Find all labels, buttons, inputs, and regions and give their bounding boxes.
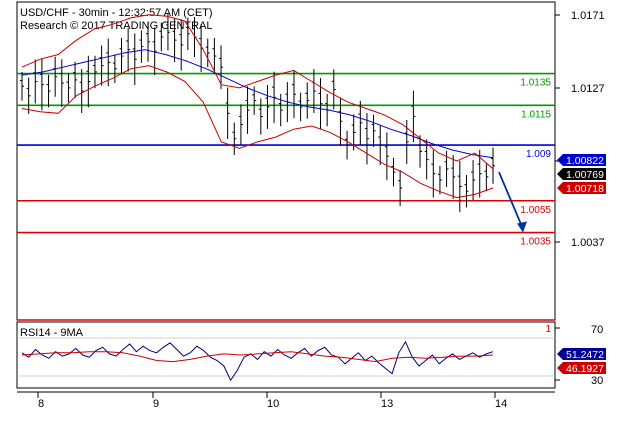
research-credit: Research © 2017 TRADING CENTRAL	[20, 20, 213, 32]
price-tick-label: 1.0037	[571, 237, 605, 249]
price-tick-label: 1.0127	[571, 83, 605, 95]
time-x-axis: 8 9 10 13 14	[37, 392, 507, 410]
rsi-panel-frame	[16, 321, 556, 389]
support-resistance-levels: 1.0135 1.0115 1.009 1.0055 1.0035 1	[17, 72, 555, 335]
level-label: 1	[545, 324, 551, 335]
x-tick-label: 8	[38, 398, 44, 410]
x-tick-label: 10	[267, 398, 279, 410]
symbol-title: USD/CHF - 30min - 12:32:57 AM (CET)	[20, 7, 213, 19]
x-tick-label: 13	[381, 398, 393, 410]
price-tag-box	[557, 168, 606, 180]
price-tag-label: 1.00718	[566, 183, 604, 195]
moving-average-line	[21, 351, 494, 363]
price-tags: 1.00822 1.00769 1.00718 51.2472 46.1927	[557, 154, 606, 375]
level-label: 1.0035	[520, 237, 551, 248]
price-tag-label: 46.1927	[566, 363, 604, 375]
moving-average-line	[21, 49, 494, 159]
x-tick-label: 9	[153, 398, 159, 410]
price-tag-box	[557, 362, 606, 374]
price-tag-label: 1.00822	[566, 155, 604, 167]
price-y-axis: 1.0171 1.0127 1.0082 1.0037	[555, 10, 605, 249]
x-tick-label: 14	[495, 398, 507, 410]
rsi-panel-title: RSI14 - 9MA	[20, 327, 84, 339]
price-tag-box	[557, 348, 606, 360]
rsi-tick-label: 30	[591, 375, 603, 387]
price-tick-label: 1.0171	[571, 10, 605, 22]
price-series	[20, 14, 495, 213]
rsi-line	[21, 340, 494, 382]
level-label: 1.0055	[520, 205, 551, 216]
price-tag-label: 1.00769	[566, 169, 604, 181]
price-tag-box	[557, 154, 606, 166]
level-label: 1.0135	[520, 78, 551, 89]
upper-band-line	[21, 14, 494, 170]
level-label: 1.009	[526, 149, 551, 160]
price-tag-box	[557, 182, 606, 194]
forecast-arrow-head	[517, 221, 527, 233]
price-tag-label: 51.2472	[566, 349, 604, 361]
price-panel-frame	[16, 1, 556, 321]
level-label: 1.0115	[521, 109, 551, 120]
rsi-tick-label: 70	[591, 324, 603, 336]
rsi-series	[21, 340, 494, 382]
forecast-arrow	[498, 171, 527, 233]
lower-band-line	[21, 65, 494, 199]
forecast-arrow-shaft	[498, 171, 523, 227]
rsi-y-axis: 70 30	[555, 324, 603, 387]
